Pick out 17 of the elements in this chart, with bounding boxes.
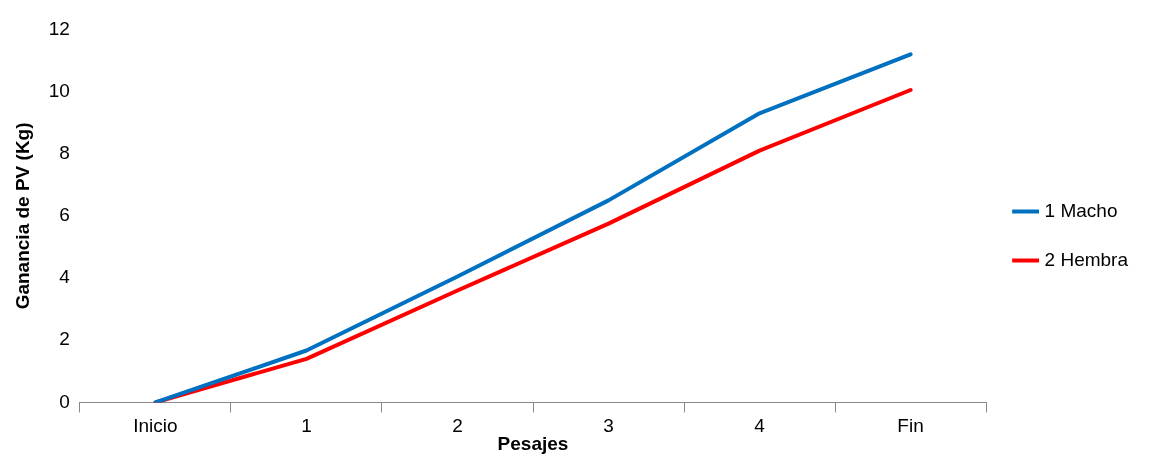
x-tick-label: 2 — [452, 415, 463, 437]
y-tick-label: 12 — [48, 17, 70, 39]
y-tick-label: 0 — [59, 390, 70, 412]
x-tick-label: 1 — [301, 415, 312, 437]
legend-label: 1 Macho — [1044, 199, 1118, 221]
x-tick-label: Fin — [897, 415, 924, 437]
x-tick-label: Inicio — [133, 415, 178, 437]
y-axis-title: Ganancia de PV (Kg) — [11, 122, 33, 310]
y-tick-label: 10 — [48, 79, 70, 101]
y-tick-label: 2 — [59, 328, 70, 350]
x-axis-title: Pesajes — [497, 432, 569, 454]
x-tick-label: 3 — [603, 415, 614, 437]
y-tick-label: 8 — [59, 141, 70, 163]
y-tick-label: 4 — [59, 266, 71, 288]
x-tick-label: 4 — [754, 415, 766, 437]
legend-label: 2 Hembra — [1044, 248, 1129, 270]
y-tick-label: 6 — [59, 204, 70, 226]
